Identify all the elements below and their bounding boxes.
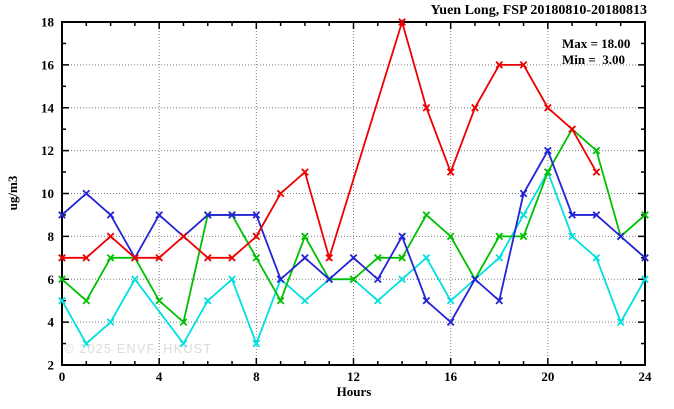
svg-text:10: 10 xyxy=(41,186,54,201)
min-value-label: Min = 3.00 xyxy=(562,52,626,67)
svg-text:16: 16 xyxy=(41,57,55,72)
chart-title: Yuen Long, FSP 20180810-20180813 xyxy=(430,3,647,18)
svg-text:14: 14 xyxy=(41,100,55,115)
y-axis-label: ug/m3 xyxy=(5,175,20,211)
x-axis-label: Hours xyxy=(336,384,372,399)
svg-text:12: 12 xyxy=(347,369,360,384)
svg-text:8: 8 xyxy=(48,229,55,244)
svg-text:4: 4 xyxy=(48,315,55,330)
max-value-label: Max = 18.00 xyxy=(562,36,631,51)
stats-annotation: Max = 18.00 Min = 3.00 xyxy=(562,36,630,68)
svg-text:4: 4 xyxy=(156,369,163,384)
svg-text:16: 16 xyxy=(444,369,458,384)
svg-text:0: 0 xyxy=(59,369,66,384)
svg-text:8: 8 xyxy=(253,369,260,384)
svg-text:2: 2 xyxy=(48,358,55,373)
watermark: © 2025 ENVF, HKUST xyxy=(64,341,213,356)
svg-text:12: 12 xyxy=(41,143,54,158)
svg-text:20: 20 xyxy=(541,369,554,384)
svg-text:6: 6 xyxy=(48,272,55,287)
svg-text:24: 24 xyxy=(639,369,653,384)
svg-text:18: 18 xyxy=(41,15,55,30)
